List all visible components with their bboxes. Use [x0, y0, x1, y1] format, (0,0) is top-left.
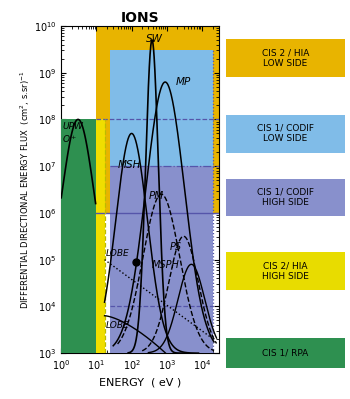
Text: MSPH: MSPH: [152, 261, 180, 271]
Text: CIS 2/ HIA
HIGH SIDE: CIS 2/ HIA HIGH SIDE: [262, 262, 309, 281]
Text: MP: MP: [176, 77, 191, 87]
Y-axis label: DIFFERENTIAL DIRECTIONAL ENERGY FLUX  (cm$^2$, s.sr)$^{-1}$: DIFFERENTIAL DIRECTIONAL ENERGY FLUX (cm…: [19, 70, 32, 309]
Bar: [111, 166, 212, 353]
X-axis label: ENERGY  ( eV ): ENERGY ( eV ): [99, 377, 181, 387]
Text: LOBE: LOBE: [106, 321, 130, 330]
Bar: [61, 119, 97, 353]
Text: MSH: MSH: [118, 160, 141, 170]
Text: PS: PS: [169, 242, 182, 252]
Bar: [97, 119, 105, 353]
Text: LOBE: LOBE: [106, 249, 130, 258]
Text: SW: SW: [146, 34, 162, 44]
Title: IONS: IONS: [121, 11, 159, 25]
Text: CIS 1/ CODIF
LOW SIDE: CIS 1/ CODIF LOW SIDE: [257, 124, 314, 143]
Text: PM: PM: [148, 191, 164, 201]
Text: CIS 1/ RPA: CIS 1/ RPA: [262, 349, 308, 358]
Text: CIS 1/ CODIF
HIGH SIDE: CIS 1/ CODIF HIGH SIDE: [257, 188, 314, 207]
Bar: [111, 50, 212, 213]
Text: CIS 2 / HIA
LOW SIDE: CIS 2 / HIA LOW SIDE: [261, 48, 309, 67]
Text: UPW
O$^+$: UPW O$^+$: [62, 122, 83, 145]
